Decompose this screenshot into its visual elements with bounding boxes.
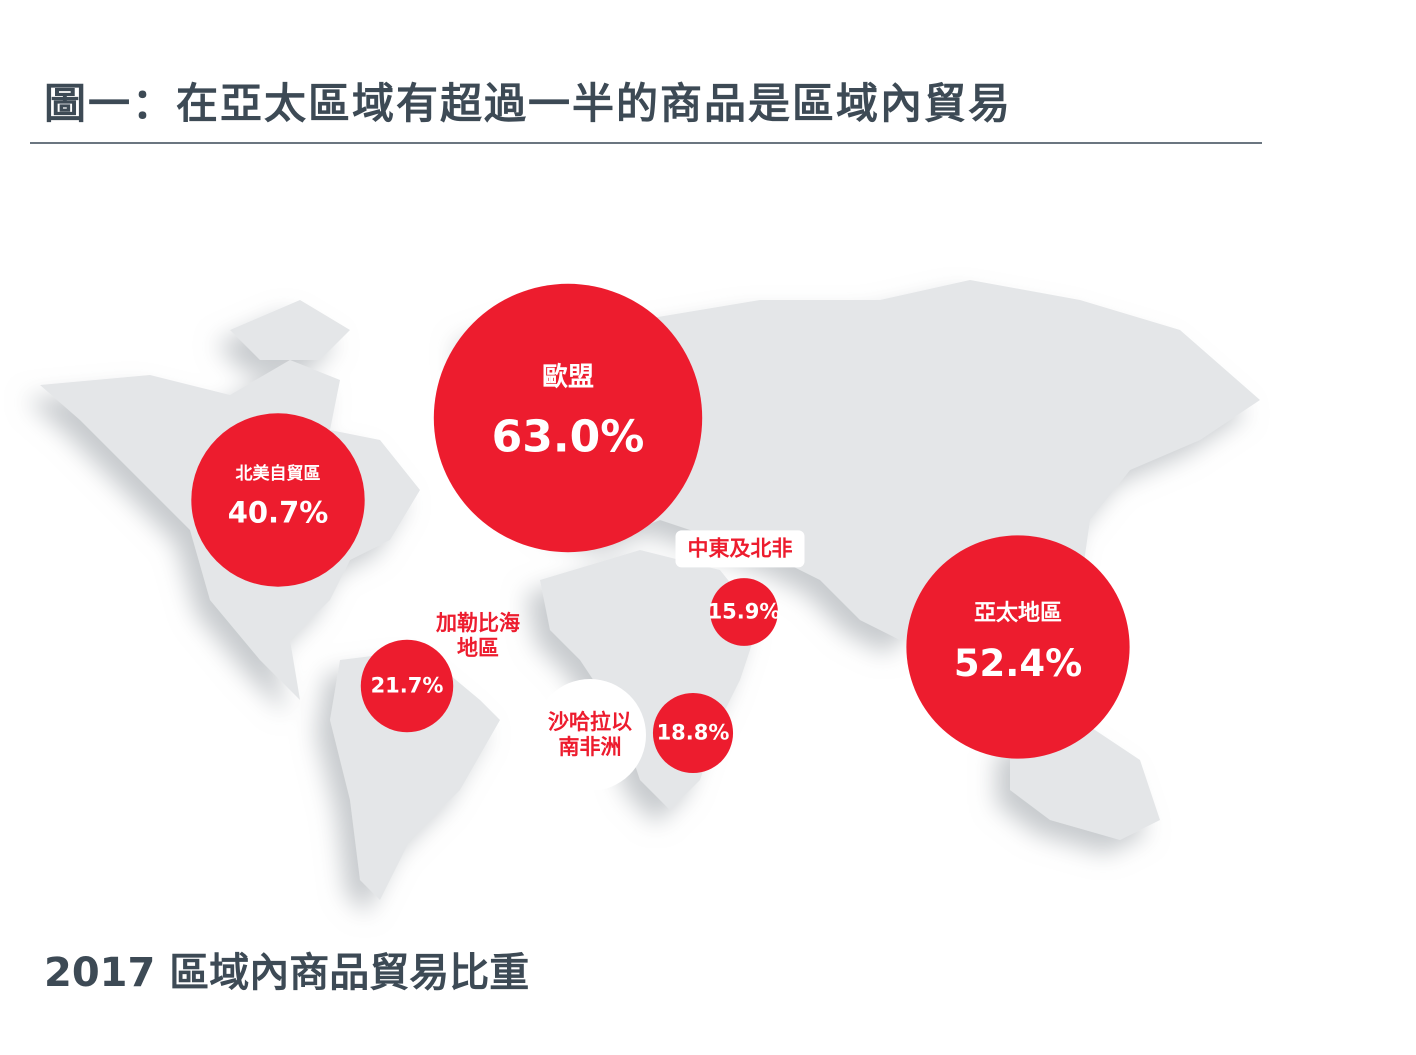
- value-label: 63.0%: [491, 411, 645, 463]
- bubble: [191, 413, 365, 587]
- value-label: 18.8%: [656, 720, 730, 745]
- value-label: 21.7%: [370, 673, 444, 698]
- region-label: 北美自貿區: [235, 463, 321, 484]
- region-label: 沙哈拉以南非洲: [548, 709, 632, 759]
- chart-subtitle: 2017 區域內商品貿易比重: [44, 950, 530, 996]
- bubble: [652, 692, 734, 774]
- region-label: 中東及北非: [675, 530, 805, 568]
- value-label: 52.4%: [953, 641, 1083, 685]
- region-label: 亞太地區: [973, 600, 1063, 626]
- value-label: 15.9%: [707, 599, 781, 624]
- chart-title: 圖一：在亞太區域有超過一半的商品是區域內貿易: [44, 79, 1013, 128]
- bubble: [433, 283, 703, 553]
- bubble: [360, 639, 454, 733]
- region-label: 歐盟: [541, 362, 595, 393]
- bubble: [710, 578, 778, 646]
- bubble: [906, 535, 1130, 759]
- region-label: 加勒比海地區: [436, 610, 520, 660]
- label-backdrop: [534, 679, 646, 791]
- value-label: 40.7%: [227, 495, 329, 530]
